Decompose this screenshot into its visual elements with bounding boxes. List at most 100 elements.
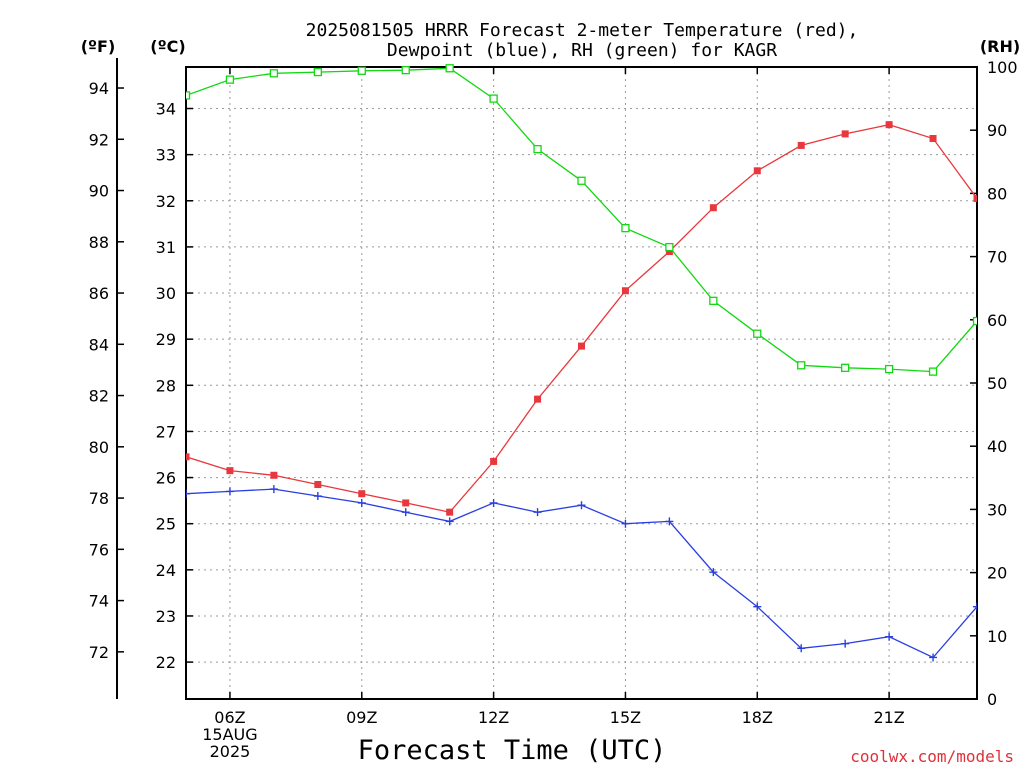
rh-tick-label-10: 10 (987, 627, 1007, 646)
rh-point-7 (269, 69, 279, 78)
fahrenheit-tick-label-92: 92 (89, 130, 109, 149)
rh-series-line (186, 67, 977, 373)
rh-point-15 (621, 224, 630, 233)
celsius-tick-label-32: 32 (156, 192, 176, 211)
dewpoint-point-18 (753, 602, 762, 611)
dewpoint-point-5 (186, 489, 190, 498)
x-tick-label-15-0: 15Z (610, 708, 641, 727)
rh-tick-label-60: 60 (987, 311, 1007, 330)
celsius-tick-label-33: 33 (156, 146, 176, 165)
rh-point-5 (186, 91, 191, 100)
grid-layer (186, 67, 977, 699)
dewpoint-point-22 (929, 653, 938, 662)
temperature-point-9 (358, 490, 366, 498)
temperature-point-17 (709, 204, 717, 212)
temperature-point-11 (446, 508, 454, 516)
fahrenheit-tick-label-82: 82 (89, 387, 109, 406)
dewpoint-point-12 (489, 498, 498, 507)
dewpoint-point-14 (577, 501, 586, 510)
celsius-tick-label-22: 22 (156, 653, 176, 672)
x-axis-label: Forecast Time (UTC) (358, 735, 667, 766)
rh-tick-label-90: 90 (987, 121, 1007, 140)
rh-tick-label-50: 50 (987, 374, 1007, 393)
x-tick-label-21-0: 21Z (873, 708, 904, 727)
unit-label-fahrenheit: (ºF) (81, 37, 116, 56)
temperature-point-22 (929, 135, 937, 143)
celsius-tick-label-31: 31 (156, 238, 176, 257)
temperature-point-23 (973, 194, 977, 202)
dewpoint-series-line (186, 488, 977, 659)
rh-tick-label-30: 30 (987, 500, 1007, 519)
dewpoint-point-9 (357, 498, 366, 507)
fahrenheit-tick-label-90: 90 (89, 182, 109, 201)
dewpoint-point-20 (841, 639, 850, 648)
temperature-point-7 (270, 471, 278, 479)
x-tick-label-6-0: 06Z (214, 708, 245, 727)
rh-tick-label-40: 40 (987, 437, 1007, 456)
fahrenheit-tick-label-76: 76 (89, 540, 109, 559)
x-tick-label-12-0: 12Z (478, 708, 509, 727)
fahrenheit-tick-label-84: 84 (89, 335, 109, 354)
x-tick-label-9-0: 09Z (346, 708, 377, 727)
celsius-tick-label-24: 24 (156, 561, 176, 580)
x-tick-label-6-1: 15AUG (202, 725, 257, 744)
rh-point-19 (797, 361, 806, 370)
celsius-tick-label-28: 28 (156, 376, 176, 395)
chart-title-line1: 2025081505 HRRR Forecast 2-meter Tempera… (306, 20, 859, 41)
dewpoint-point-7 (269, 485, 278, 494)
rh-point-8 (313, 67, 322, 77)
fahrenheit-tick-label-94: 94 (89, 79, 109, 98)
rh-tick-label-80: 80 (987, 184, 1007, 203)
temperature-point-21 (885, 121, 893, 129)
dewpoint-point-10 (401, 508, 410, 517)
fahrenheit-tick-label-80: 80 (89, 438, 109, 457)
dewpoint-point-21 (885, 632, 894, 641)
rh-tick-label-100: 100 (987, 58, 1018, 77)
x-tick-label-18-0: 18Z (742, 708, 773, 727)
fahrenheit-tick-label-78: 78 (89, 489, 109, 508)
series-layer (186, 64, 977, 662)
x-tick-label-6-2: 2025 (210, 742, 251, 761)
chart-title-line2: Dewpoint (blue), RH (green) for KAGR (387, 40, 777, 61)
dewpoint-point-16 (665, 517, 674, 526)
celsius-tick-label-29: 29 (156, 330, 176, 349)
unit-label-rh: (RH) (980, 37, 1020, 56)
series-clip-group (186, 64, 977, 662)
dewpoint-point-8 (313, 492, 322, 501)
rh-point-11 (445, 64, 454, 73)
rh-tick-label-70: 70 (987, 248, 1007, 267)
credit-label: coolwx.com/models (850, 747, 1014, 766)
rh-point-10 (401, 66, 410, 75)
rh-point-14 (577, 176, 586, 185)
rh-point-9 (357, 66, 366, 75)
temperature-point-15 (621, 287, 629, 295)
rh-point-18 (753, 329, 762, 338)
rh-point-13 (533, 145, 542, 154)
unit-label-celsius: (ºC) (150, 37, 185, 56)
dewpoint-point-15 (621, 519, 630, 528)
rh-point-16 (665, 242, 674, 252)
fahrenheit-tick-label-72: 72 (89, 643, 109, 662)
temperature-point-18 (753, 167, 761, 175)
rh-tick-label-0: 0 (987, 690, 997, 709)
rh-point-17 (709, 296, 718, 305)
axes-layer: 72 74 76 78 80 82 84 86 88 90 92 94 22 23 24 25 26 27 28 29… (89, 58, 1018, 761)
temperature-point-10 (402, 499, 410, 507)
temperature-point-5 (186, 453, 190, 461)
celsius-tick-label-30: 30 (156, 284, 176, 303)
rh-point-20 (841, 363, 850, 372)
temperature-point-6 (226, 467, 234, 475)
temperature-point-12 (490, 457, 498, 465)
temperature-point-16 (665, 248, 673, 256)
rh-tick-label-20: 20 (987, 564, 1007, 583)
dewpoint-point-11 (445, 517, 454, 526)
dewpoint-point-23 (973, 602, 977, 611)
rh-point-22 (928, 367, 938, 376)
dewpoint-point-19 (797, 644, 806, 653)
temperature-point-8 (314, 480, 322, 488)
celsius-tick-label-26: 26 (156, 469, 176, 488)
fahrenheit-tick-label-88: 88 (89, 233, 109, 252)
celsius-tick-label-34: 34 (156, 100, 176, 119)
rh-point-6 (225, 75, 235, 84)
